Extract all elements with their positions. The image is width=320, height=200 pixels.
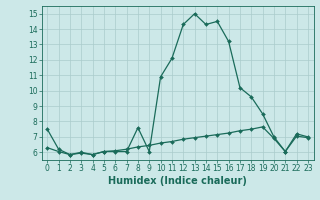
X-axis label: Humidex (Indice chaleur): Humidex (Indice chaleur) <box>108 176 247 186</box>
